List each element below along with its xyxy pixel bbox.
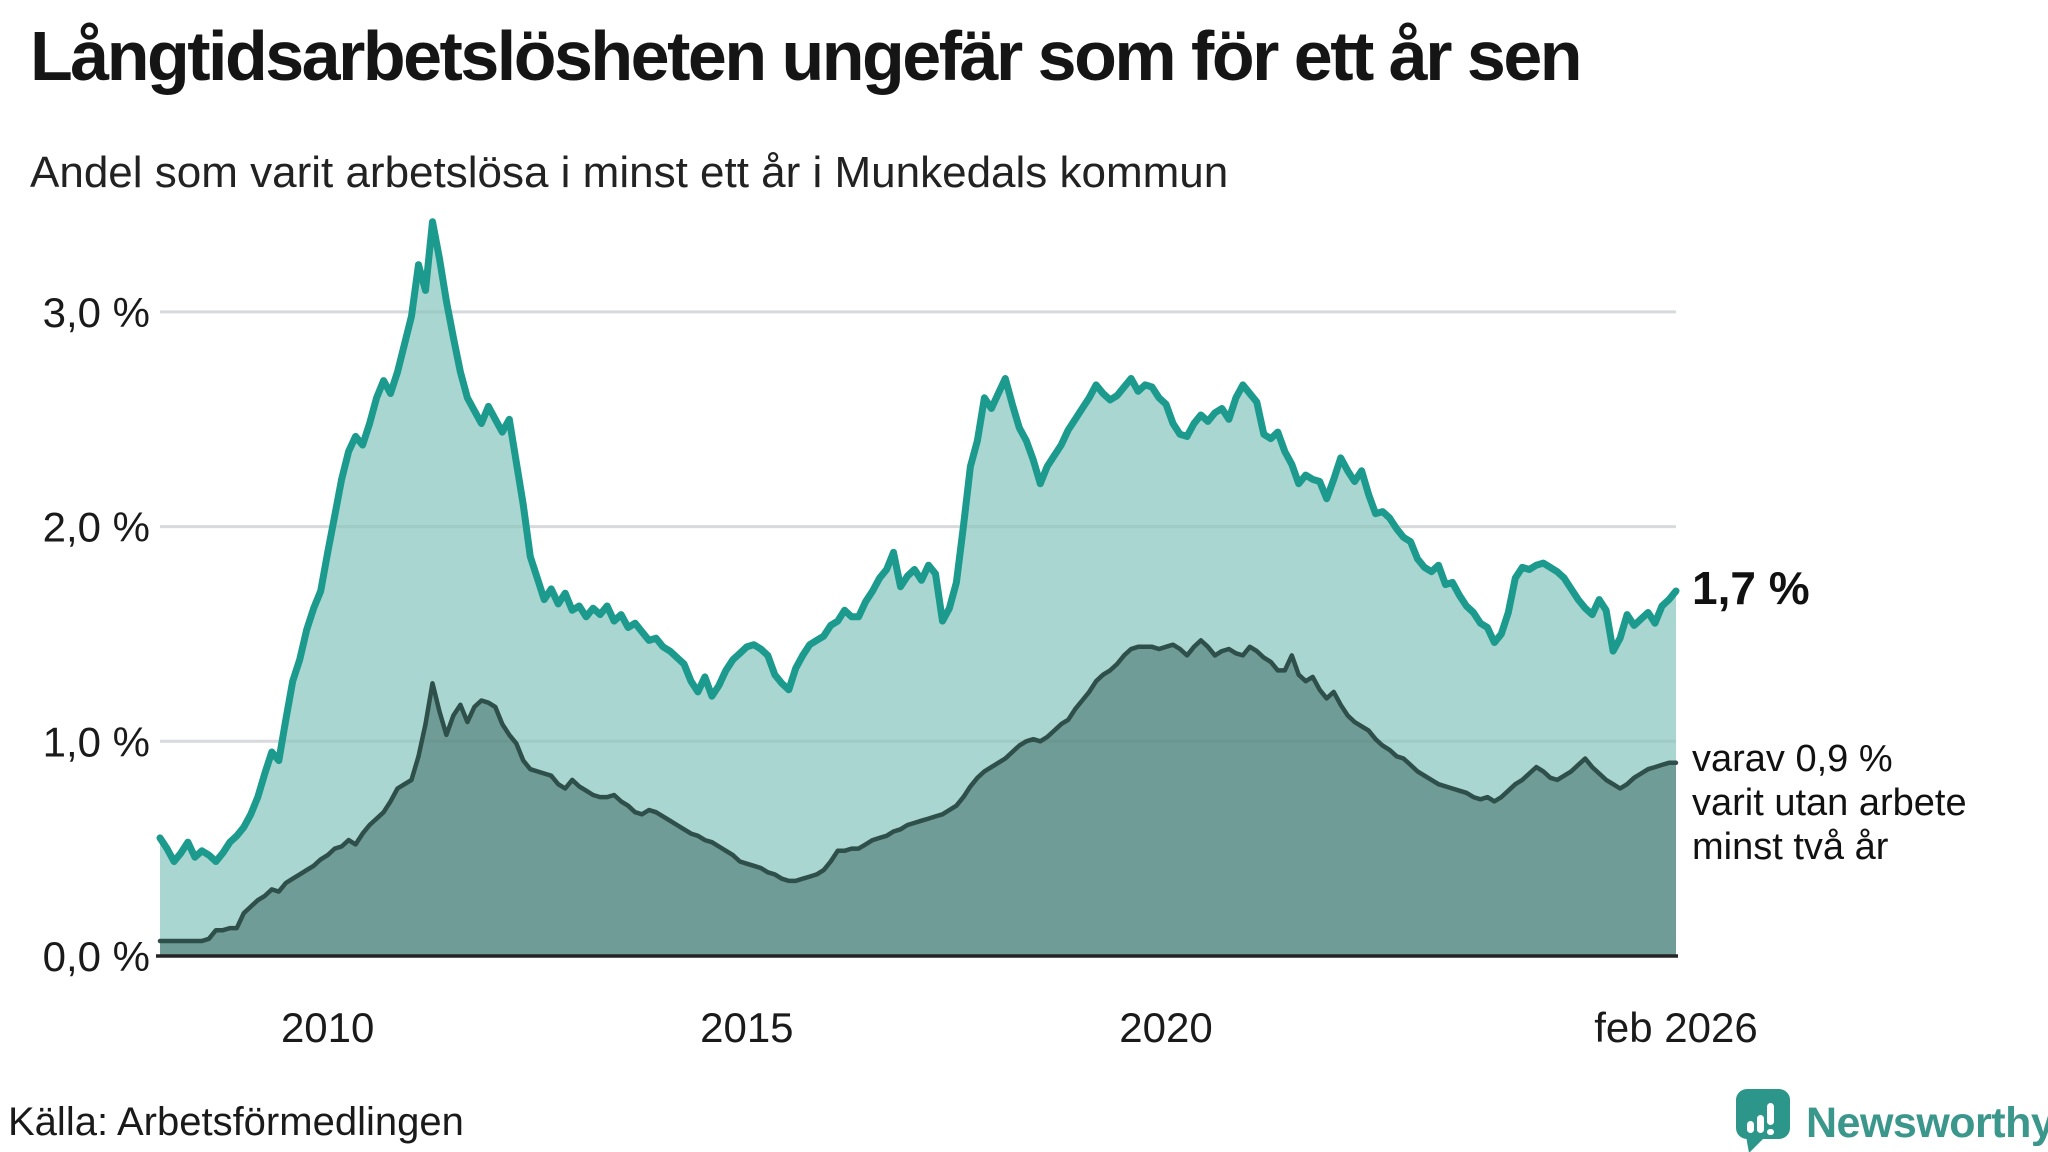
two-year-annotation-line: varit utan arbete xyxy=(1692,781,1967,824)
x-tick-label: 2015 xyxy=(700,1004,793,1051)
x-tick-label: 2020 xyxy=(1119,1004,1212,1051)
newsworthy-logo: Newsworthy xyxy=(1734,1088,2048,1152)
series-line-two-years xyxy=(157,638,1679,944)
source-note: Källa: Arbetsförmedlingen xyxy=(8,1100,464,1144)
x-tick-label: 2010 xyxy=(281,1004,374,1051)
newsworthy-speech-bubble-chart-icon xyxy=(1734,1088,1792,1152)
series-area-two-years xyxy=(160,640,1676,956)
y-tick-label: 2,0 % xyxy=(43,504,150,551)
page-title: Långtidsarbetslösheten ungefär som för e… xyxy=(30,17,1583,95)
latest-value-label: 1,7 % xyxy=(1692,562,1810,614)
newsworthy-wordmark: Newsworthy xyxy=(1806,1099,2048,1147)
two-year-annotation: varav 0,9 % varit utan arbete minst två … xyxy=(1692,737,1967,869)
two-year-annotation-line: varav 0,9 % xyxy=(1692,737,1893,780)
x-tick-label: feb 2026 xyxy=(1594,1004,1758,1051)
y-tick-label: 0,0 % xyxy=(43,933,150,980)
series-line-one-year xyxy=(156,218,1680,865)
y-tick-label: 1,0 % xyxy=(43,718,150,765)
y-tick-label: 3,0 % xyxy=(43,289,150,336)
two-year-annotation-line: minst två år xyxy=(1692,825,1889,868)
chart-subtitle: Andel som varit arbetslösa i minst ett å… xyxy=(30,148,1229,197)
